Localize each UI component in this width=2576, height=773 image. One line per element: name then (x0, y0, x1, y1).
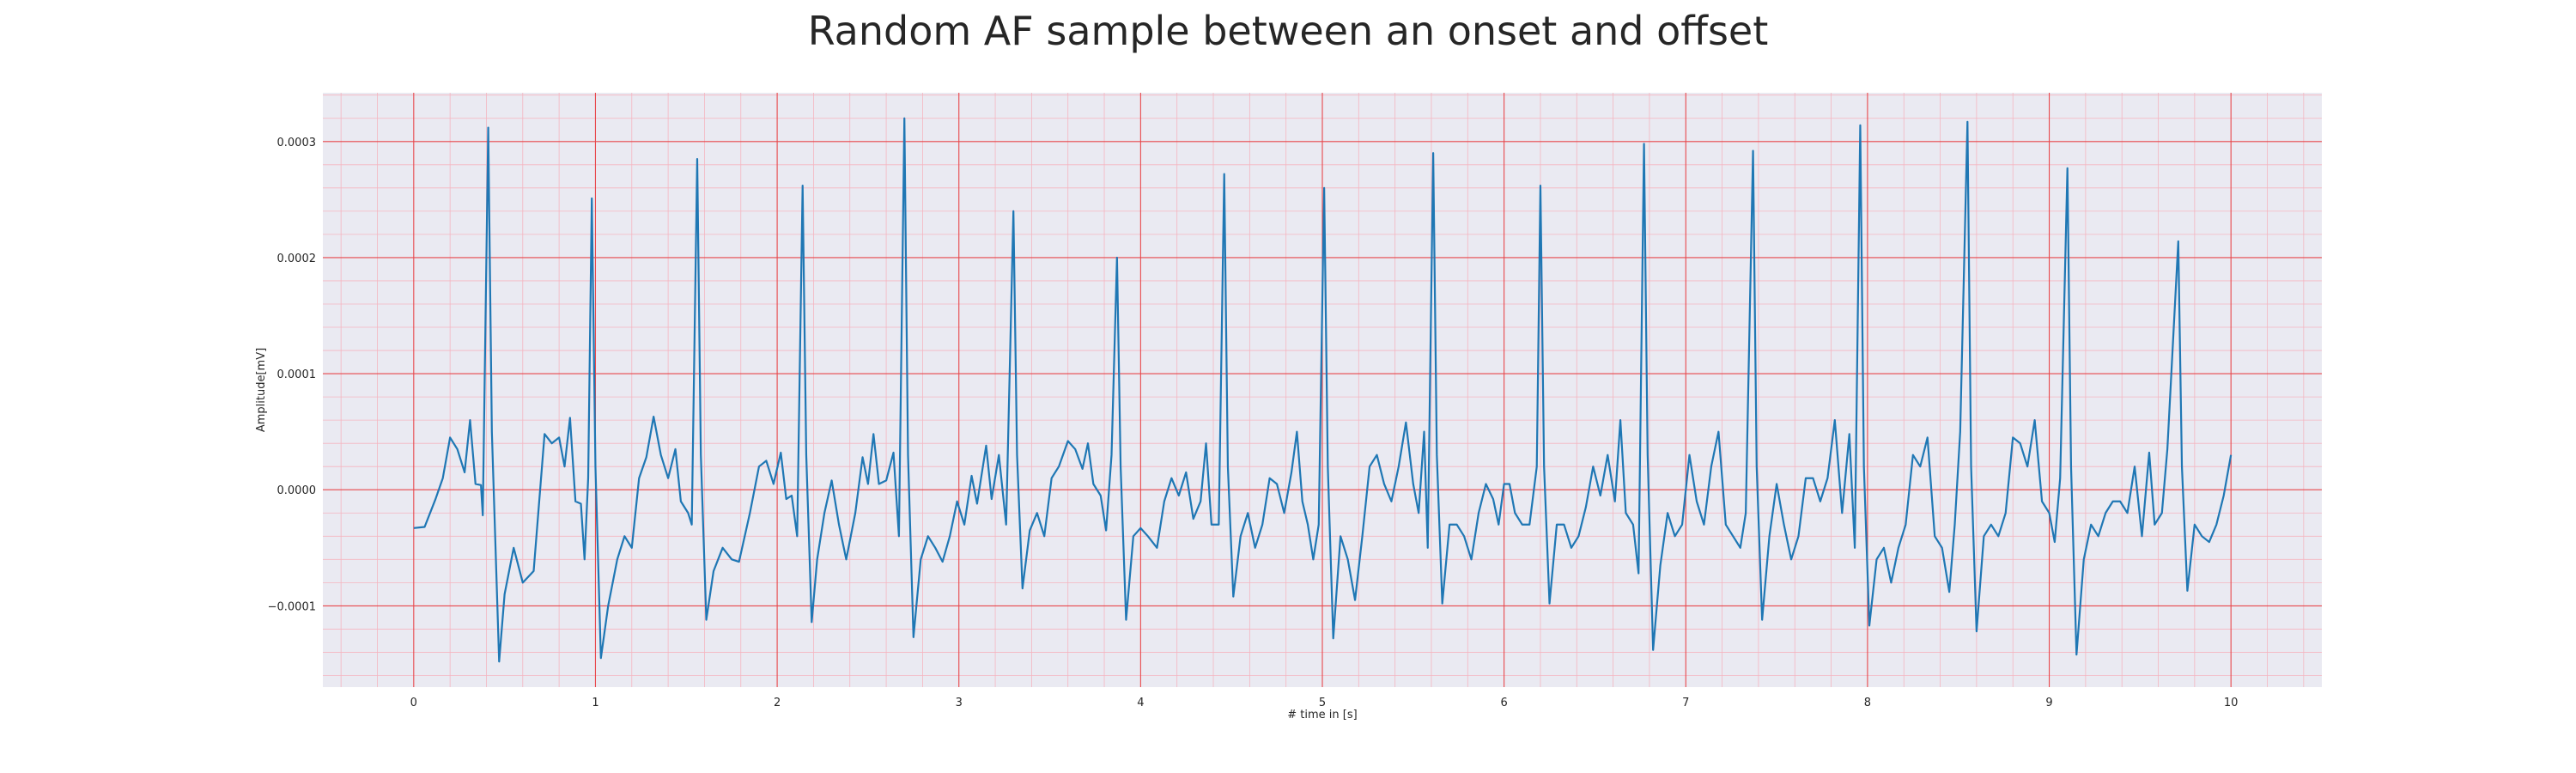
y-tick-label: −0.0001 (268, 600, 316, 613)
chart-title: Random AF sample between an onset and of… (808, 8, 1769, 54)
x-tick-label: 3 (956, 697, 963, 709)
x-tick-label: 5 (1319, 697, 1326, 709)
x-tick-label: 10 (2224, 697, 2239, 709)
y-tick-labels: −0.0001 0.0000 0.0001 0.0002 0.0003 (268, 137, 316, 614)
series-line-af-signal (413, 117, 2233, 663)
x-tick-label: 9 (2045, 697, 2052, 709)
x-tick-label: 1 (592, 697, 598, 709)
y-tick-label: 0.0002 (277, 253, 317, 265)
x-tick-label: 7 (1682, 697, 1689, 709)
x-tick-label: 2 (774, 697, 781, 709)
y-tick-label: 0.0001 (277, 368, 317, 381)
x-axis-label: # time in [s] (1287, 709, 1357, 721)
x-tick-labels: 0 1 2 3 4 5 6 7 8 9 10 (410, 697, 2239, 709)
x-tick-label: 0 (410, 697, 417, 709)
y-tick-label: 0.0000 (277, 484, 317, 497)
x-tick-label: 6 (1500, 697, 1507, 709)
y-tick-label: 0.0003 (277, 137, 317, 149)
x-tick-label: 4 (1137, 697, 1144, 709)
x-tick-label: 8 (1864, 697, 1871, 709)
y-axis-label: Amplitude[mV] (255, 348, 268, 432)
